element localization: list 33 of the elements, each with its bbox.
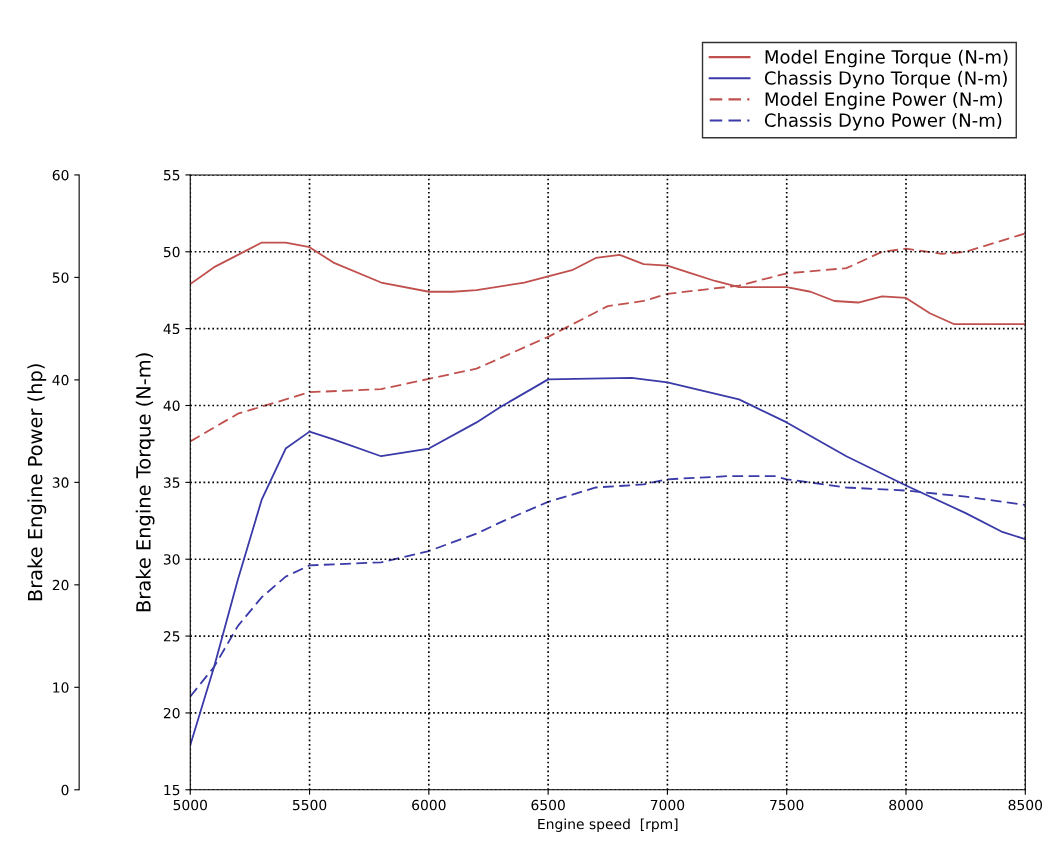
y-tick-label: 15 (164, 784, 180, 796)
legend-label: Model Engine Power (N-m) (765, 91, 1002, 110)
x-axis-title: Engine speed [rpm] (538, 818, 678, 832)
x-tick-label: 5500 (292, 799, 327, 811)
y2-tick-label: 30 (52, 477, 69, 488)
line-series (190, 376, 1026, 747)
y-tick-label: 50 (163, 246, 180, 258)
line-series (190, 232, 1026, 443)
legend-label: Model Engine Torque (N-m) (765, 49, 1008, 68)
y-tick-label: 35 (163, 477, 180, 488)
x-tick-label: 6500 (531, 799, 565, 811)
y-tick-label: 45 (163, 323, 180, 335)
x-tick-label: 7500 (770, 799, 804, 811)
legend-label: Chassis Dyno Power (N-m) (764, 113, 1002, 131)
y2-tick-label: 10 (53, 682, 69, 693)
y2-tick-label: 20 (52, 579, 69, 591)
y-axis-title: Brake Engine Torque (N-m) (135, 353, 155, 612)
y-tick-label: 20 (163, 707, 180, 719)
y-tick-label: 40 (163, 400, 180, 411)
y-tick-label: 30 (163, 554, 180, 565)
y2-tick-label: 0 (61, 784, 69, 796)
y2-axis-title: Brake Engine Power (hp) (27, 364, 47, 601)
y2-tick-label: 50 (52, 272, 69, 283)
y2-tick-label: 40 (52, 374, 69, 386)
y-tick-label: 55 (163, 170, 180, 181)
x-tick-label: 5000 (173, 799, 208, 811)
y2-tick-label: 60 (52, 169, 69, 181)
x-tick-label: 7000 (650, 799, 685, 811)
x-tick-label: 6000 (412, 799, 446, 811)
x-tick-label: 8000 (889, 799, 923, 811)
x-tick-label: 8500 (1008, 799, 1043, 811)
y-tick-label: 25 (163, 631, 180, 642)
legend-label: Chassis Dyno Torque (N-m) (764, 70, 1007, 89)
